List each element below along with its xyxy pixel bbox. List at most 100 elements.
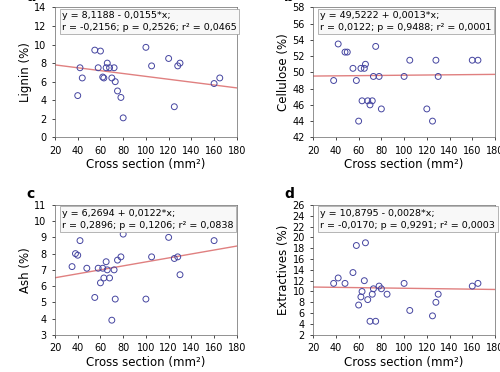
Point bbox=[119, 231, 127, 237]
Point bbox=[96, 48, 104, 54]
Point bbox=[83, 265, 91, 271]
Point bbox=[474, 280, 482, 286]
Point bbox=[468, 57, 476, 63]
Point bbox=[330, 280, 338, 286]
Point bbox=[74, 252, 82, 258]
Point bbox=[330, 77, 338, 83]
Point bbox=[383, 291, 391, 297]
Point bbox=[364, 296, 372, 302]
Point bbox=[106, 65, 114, 71]
Text: y = 49,5222 + 0,0013*x;
r = 0,0122; p = 0,9488; r² = 0,0001: y = 49,5222 + 0,0013*x; r = 0,0122; p = … bbox=[320, 11, 492, 32]
Point bbox=[428, 313, 436, 319]
Point bbox=[428, 118, 436, 124]
Text: y = 6,2694 + 0,0122*x;
r = 0,2896; p = 0,1206; r² = 0,0838: y = 6,2694 + 0,0122*x; r = 0,2896; p = 0… bbox=[62, 209, 234, 230]
Point bbox=[434, 291, 442, 297]
Point bbox=[74, 93, 82, 99]
Point bbox=[378, 286, 386, 292]
Point bbox=[164, 234, 172, 240]
Point bbox=[354, 302, 362, 308]
Point bbox=[357, 294, 365, 300]
Point bbox=[366, 318, 374, 324]
Point bbox=[474, 57, 482, 63]
Point bbox=[111, 296, 119, 302]
Point bbox=[117, 254, 125, 260]
Point bbox=[432, 299, 440, 305]
Point bbox=[174, 254, 182, 260]
Point bbox=[100, 75, 108, 81]
Point bbox=[375, 283, 383, 289]
Point bbox=[400, 74, 408, 80]
Point bbox=[91, 295, 99, 301]
Point bbox=[334, 275, 342, 281]
Point bbox=[364, 98, 372, 104]
Point bbox=[349, 65, 357, 71]
Point bbox=[94, 265, 102, 271]
Point bbox=[98, 265, 106, 271]
Point bbox=[100, 275, 108, 281]
Text: y = 8,1188 - 0,0155*x;
r = -0,2156; p = 0,2526; r² = 0,0465: y = 8,1188 - 0,0155*x; r = -0,2156; p = … bbox=[62, 11, 237, 32]
Point bbox=[434, 74, 442, 80]
Point bbox=[370, 74, 378, 80]
Point bbox=[400, 280, 408, 286]
Point bbox=[110, 267, 118, 273]
Point bbox=[423, 106, 431, 112]
Point bbox=[372, 318, 380, 324]
Y-axis label: Cellulose (%): Cellulose (%) bbox=[276, 33, 289, 111]
Point bbox=[362, 240, 370, 246]
Point bbox=[210, 81, 218, 87]
Point bbox=[111, 79, 119, 85]
Point bbox=[352, 77, 360, 83]
Point bbox=[148, 254, 156, 260]
Point bbox=[370, 286, 378, 292]
Point bbox=[174, 63, 182, 69]
Point bbox=[368, 98, 376, 104]
Point bbox=[83, 25, 91, 31]
Point bbox=[72, 251, 80, 257]
Y-axis label: Ash (%): Ash (%) bbox=[18, 247, 32, 293]
Point bbox=[216, 75, 224, 81]
X-axis label: Cross section (mm²): Cross section (mm²) bbox=[86, 158, 206, 171]
Point bbox=[344, 49, 351, 55]
Point bbox=[372, 44, 380, 49]
Point bbox=[98, 74, 106, 80]
Point bbox=[352, 243, 360, 248]
Text: d: d bbox=[284, 187, 294, 201]
Point bbox=[375, 74, 383, 80]
Point bbox=[119, 115, 127, 121]
Text: a: a bbox=[26, 0, 36, 4]
Point bbox=[354, 118, 362, 124]
Point bbox=[106, 275, 114, 281]
Point bbox=[117, 94, 125, 100]
Point bbox=[406, 308, 414, 314]
Text: y = 10,8795 - 0,0028*x;
r = -0,0170; p = 0,9291; r² = 0,0003: y = 10,8795 - 0,0028*x; r = -0,0170; p =… bbox=[320, 209, 496, 230]
Point bbox=[366, 102, 374, 108]
Point bbox=[432, 57, 440, 63]
Y-axis label: Lignin (%): Lignin (%) bbox=[18, 42, 32, 102]
Text: c: c bbox=[26, 187, 34, 201]
Point bbox=[341, 280, 349, 286]
Point bbox=[68, 264, 76, 270]
Text: b: b bbox=[284, 0, 294, 4]
Point bbox=[78, 75, 86, 81]
Point bbox=[176, 272, 184, 278]
Point bbox=[176, 60, 184, 66]
Point bbox=[102, 259, 110, 265]
Point bbox=[114, 88, 122, 94]
Point bbox=[468, 283, 476, 289]
Point bbox=[110, 65, 118, 71]
Point bbox=[170, 104, 178, 110]
Point bbox=[142, 44, 150, 50]
Point bbox=[114, 257, 122, 263]
Point bbox=[334, 41, 342, 47]
Point bbox=[341, 49, 349, 55]
Point bbox=[368, 291, 376, 297]
Point bbox=[362, 61, 370, 67]
Point bbox=[360, 65, 368, 71]
Point bbox=[104, 60, 112, 66]
Point bbox=[358, 98, 366, 104]
Point bbox=[104, 267, 112, 273]
X-axis label: Cross section (mm²): Cross section (mm²) bbox=[344, 356, 464, 369]
Point bbox=[108, 75, 116, 81]
Point bbox=[148, 63, 156, 69]
Point bbox=[349, 270, 357, 276]
